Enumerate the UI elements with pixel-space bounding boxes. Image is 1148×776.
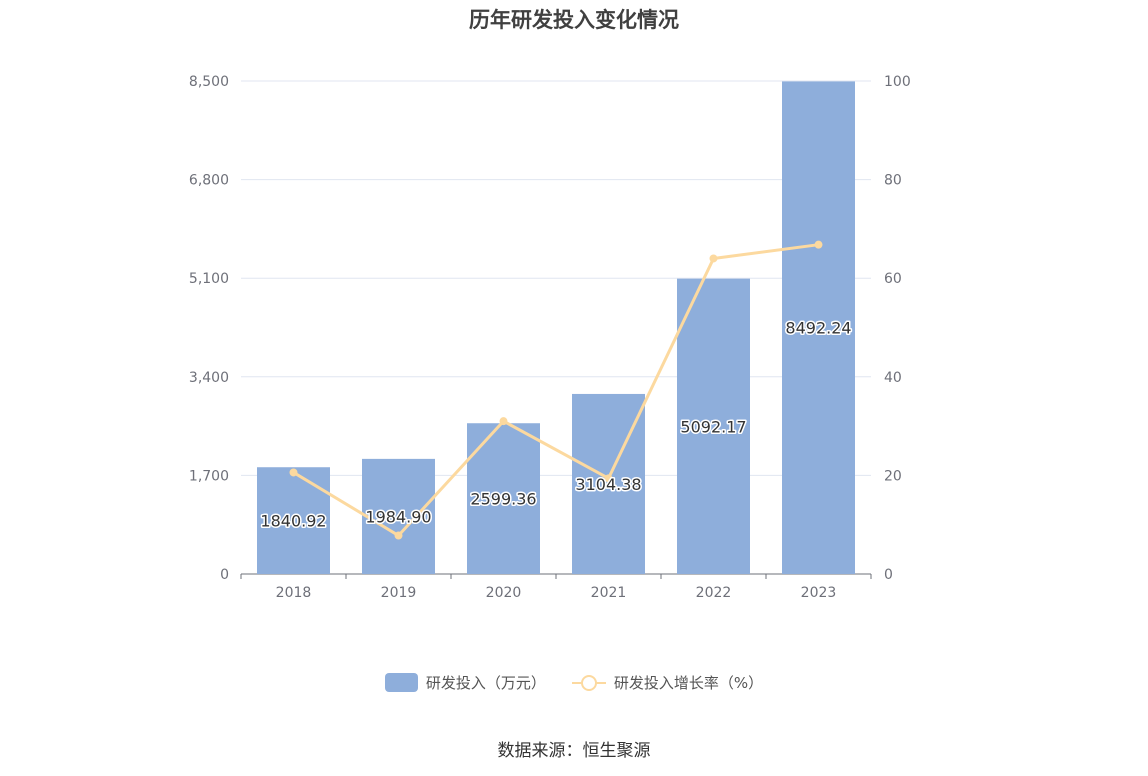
x-tick-label: 2019 (381, 585, 417, 601)
growth-rate-point[interactable] (814, 240, 823, 249)
x-tick-label: 2020 (486, 585, 522, 601)
y-right-tick-label: 0 (884, 567, 893, 583)
chart-title: 历年研发投入变化情况 (469, 8, 679, 32)
bar-series (257, 81, 855, 575)
x-tick-label: 2021 (591, 585, 627, 601)
bar-value-label: 5092.17 (680, 417, 746, 436)
bar-value-label: 3104.38 (575, 475, 641, 494)
line-series (289, 240, 823, 540)
y-right-tick-label: 80 (884, 173, 902, 189)
y-left-tick-label: 3,400 (189, 370, 229, 386)
source-note: 数据来源：恒生聚源 (497, 741, 651, 761)
bar-value-label: 2599.36 (470, 490, 536, 509)
growth-rate-point[interactable] (604, 474, 613, 483)
grid-lines (241, 80, 871, 476)
y-right-tick-label: 40 (884, 370, 902, 386)
y-left-tick-label: 5,100 (189, 271, 229, 287)
growth-rate-point[interactable] (709, 254, 718, 263)
legend: 研发投入（万元） 研发投入增长率（%） (0, 672, 1148, 693)
bar-value-labels: 1840.92 1984.90 2599.36 3104.38 5092.17 8492.… (259, 317, 853, 532)
bar-value-label: 1984.90 (365, 507, 431, 526)
x-tick-label: 2022 (696, 585, 732, 601)
legend-item-growth-rate[interactable]: 研发投入增长率（%） (571, 672, 764, 693)
bar[interactable] (677, 278, 750, 574)
legend-label-growth-rate: 研发投入增长率（%） (613, 674, 764, 692)
bar[interactable] (362, 458, 435, 574)
y-right-tick-label: 60 (884, 271, 902, 287)
y-left-tick-label: 8,500 (189, 74, 229, 90)
legend-bar-swatch (384, 673, 418, 692)
growth-rate-point[interactable] (394, 531, 403, 540)
bar-value-label: 8492.24 (785, 319, 851, 338)
x-tick-label: 2023 (801, 585, 837, 601)
y-left-tick-label: 1,700 (189, 468, 229, 484)
growth-rate-line (292, 243, 819, 538)
bar[interactable] (257, 467, 330, 574)
growth-rate-point[interactable] (499, 417, 508, 426)
bar[interactable] (782, 81, 855, 575)
y-right-tick-label: 100 (884, 74, 911, 90)
y-left-tick-label: 0 (220, 567, 229, 583)
x-tick-label: 2018 (276, 585, 312, 601)
legend-label-rd-investment: 研发投入（万元） (425, 674, 546, 692)
legend-item-rd-investment[interactable]: 研发投入（万元） (384, 672, 546, 693)
bar-value-label: 1840.92 (260, 512, 326, 531)
growth-rate-point[interactable] (289, 468, 298, 477)
legend-line-swatch (571, 673, 606, 692)
y-right-tick-label: 20 (884, 468, 902, 484)
y-left-tick-label: 6,800 (189, 173, 229, 189)
axes: 0 1,700 3,400 5,100 6,800 8,500 0 20 40 60 80 100 20… (189, 74, 911, 601)
